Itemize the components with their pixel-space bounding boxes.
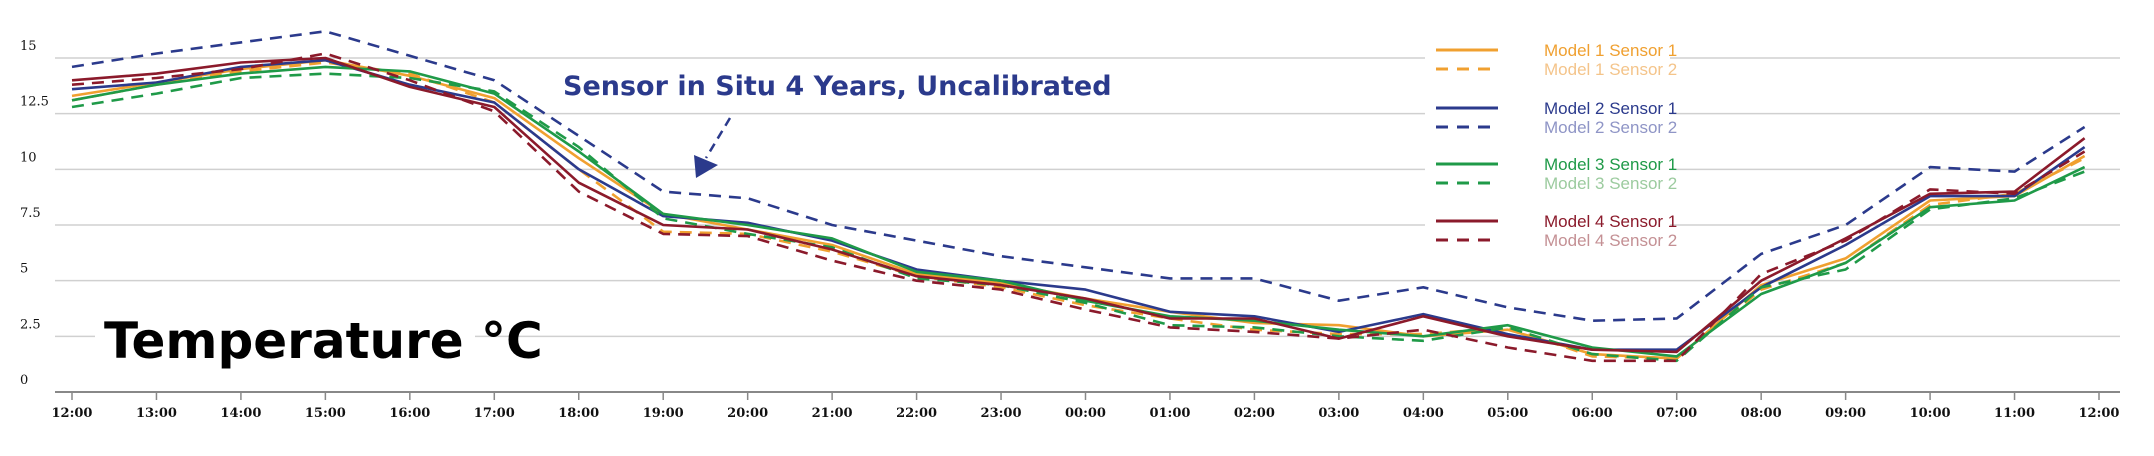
x-tick-label: 17:00 (474, 406, 515, 421)
series-lines (71, 29, 2086, 363)
x-tick-label: 04:00 (1403, 406, 1444, 421)
x-tick-label: 12:00 (2079, 406, 2120, 421)
x-tick-label: 03:00 (1318, 406, 1359, 421)
y-tick-label: 0 (20, 373, 28, 388)
series-line-model-4-sensor-2 (71, 52, 2086, 363)
x-axis: 12:00 13:00 14:00 15:00 16:00 17:00 18:00 19:00… (52, 391, 2120, 421)
x-tick-label: 18:00 (558, 406, 599, 421)
x-tick-label: 22:00 (896, 406, 937, 421)
annotation-arrow-head (694, 155, 718, 178)
x-tick-label: 13:00 (136, 406, 177, 421)
legend-label: Model 2 Sensor 2 (1544, 118, 1677, 137)
series-line-model-3-sensor-1 (71, 65, 2086, 358)
legend-label: Model 3 Sensor 2 (1544, 174, 1677, 193)
legend-label: Model 4 Sensor 1 (1544, 212, 1677, 231)
legend-label: Model 1 Sensor 2 (1544, 60, 1677, 79)
x-tick-label: 01:00 (1149, 406, 1190, 421)
y-tick-label: 10 (20, 150, 37, 165)
series-line-model-4-sensor-1 (71, 56, 2086, 354)
x-tick-label: 21:00 (812, 406, 853, 421)
y-axis-label: Temperature °C (104, 312, 543, 370)
y-tick-label: 5 (20, 262, 28, 277)
y-tick-label: 15 (20, 39, 37, 54)
x-tick-label: 08:00 (1741, 406, 1782, 421)
annotation-arrow-shaft (704, 117, 732, 159)
x-tick-label: 07:00 (1656, 406, 1697, 421)
x-tick-label: 14:00 (220, 406, 261, 421)
legend-label: Model 1 Sensor 1 (1544, 41, 1677, 60)
y-axis-ticks: 0 2.5 5 7.5 10 12.5 15 (20, 39, 49, 388)
annotation-arrow (694, 117, 732, 178)
x-tick-label: 20:00 (727, 406, 768, 421)
series-line-model-1-sensor-2 (71, 61, 2086, 360)
gridlines (55, 57, 2120, 338)
series-line-model-3-sensor-2 (71, 72, 2086, 363)
x-tick-label: 16:00 (389, 406, 430, 421)
x-tick-label: 02:00 (1234, 406, 1275, 421)
x-tick-label: 23:00 (981, 406, 1022, 421)
x-tick-label: 05:00 (1487, 406, 1528, 421)
x-tick-label: 00:00 (1065, 406, 1106, 421)
y-tick-label: 12.5 (20, 95, 49, 110)
ylabel-background (95, 305, 475, 371)
x-tick-label: 12:00 (52, 406, 93, 421)
x-tick-label: 09:00 (1825, 406, 1866, 421)
x-tick-label: 19:00 (643, 406, 684, 421)
x-tick-label: 10:00 (1910, 406, 1951, 421)
y-tick-label: 7.5 (20, 206, 41, 221)
x-tick-label: 11:00 (1994, 406, 2035, 421)
legend-label: Model 2 Sensor 1 (1544, 99, 1677, 118)
series-line-model-2-sensor-2 (71, 29, 2086, 323)
x-tick-label: 06:00 (1572, 406, 1613, 421)
annotation-text: Sensor in Situ 4 Years, Uncalibrated (563, 71, 1112, 102)
legend-label: Model 4 Sensor 2 (1544, 231, 1677, 250)
legend-label: Model 3 Sensor 1 (1544, 155, 1677, 174)
x-tick-label: 15:00 (305, 406, 346, 421)
y-tick-label: 2.5 (20, 317, 41, 332)
